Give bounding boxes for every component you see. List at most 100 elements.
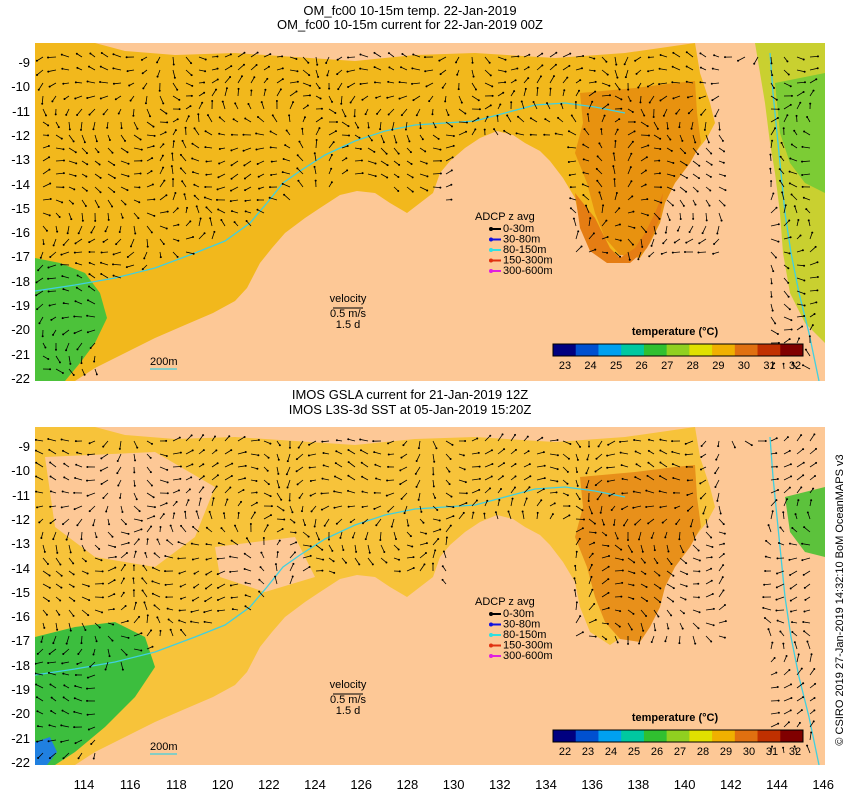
current-vector-head — [165, 112, 168, 115]
current-vector-head — [647, 461, 650, 464]
current-vector-head — [788, 170, 791, 173]
current-vector-head — [771, 510, 774, 513]
current-vector-head — [116, 472, 119, 475]
current-vector — [348, 449, 356, 455]
current-vector-head — [192, 525, 195, 528]
current-vector-head — [478, 477, 481, 480]
current-vector — [76, 464, 83, 468]
current-vector — [354, 172, 363, 175]
current-vector-head — [765, 539, 768, 542]
current-vector-head — [229, 570, 232, 573]
current-vector — [770, 746, 773, 754]
current-vector-head — [785, 655, 788, 658]
current-vector-head — [283, 518, 286, 521]
current-vector — [78, 752, 83, 759]
current-vector-head — [84, 560, 87, 563]
current-vector — [713, 251, 720, 255]
current-vector-head — [269, 53, 272, 56]
adcp-item-label: 80-150m — [503, 629, 546, 641]
current-vector — [484, 476, 492, 481]
colorbar-tick-label: 25 — [610, 360, 622, 372]
current-vector-head — [449, 524, 452, 527]
current-vector — [484, 463, 493, 468]
current-vector — [315, 117, 322, 123]
current-vector — [627, 130, 635, 136]
current-vector — [802, 173, 811, 176]
current-vector — [432, 147, 441, 150]
current-vector-head — [433, 460, 436, 463]
current-vector-head — [47, 599, 50, 602]
current-vector-head — [318, 538, 321, 541]
current-vector — [692, 147, 699, 155]
current-vector — [62, 450, 70, 455]
current-vector-head — [48, 574, 51, 577]
current-vector-head — [201, 101, 204, 104]
current-vector — [458, 121, 468, 123]
current-vector-head — [176, 88, 179, 91]
current-vector-head — [203, 91, 206, 94]
current-vector — [443, 551, 447, 559]
current-vector — [67, 225, 70, 234]
current-vector — [365, 531, 369, 540]
current-vector — [713, 238, 720, 245]
current-vector — [231, 160, 239, 166]
current-vector-head — [172, 178, 175, 181]
current-vector-head — [74, 742, 77, 745]
current-vector — [42, 108, 47, 116]
current-vector-head — [615, 63, 618, 66]
current-vector-head — [659, 438, 662, 441]
current-vector — [653, 134, 661, 140]
current-vector — [191, 621, 200, 624]
current-vector-head — [205, 573, 208, 576]
current-vector — [418, 440, 421, 449]
current-vector — [113, 251, 122, 255]
current-vector-head — [62, 159, 65, 162]
current-vector-head — [149, 471, 152, 474]
current-vector — [653, 570, 660, 576]
current-vector — [142, 590, 148, 598]
current-vector-head — [374, 463, 377, 466]
current-vector — [36, 69, 44, 76]
current-vector-head — [776, 332, 779, 335]
current-vector — [113, 82, 122, 85]
current-vector — [256, 133, 265, 136]
current-vector-head — [95, 640, 98, 643]
current-vector-head — [514, 475, 517, 478]
current-vector-head — [213, 230, 216, 233]
current-vector — [627, 622, 633, 630]
current-vector-head — [806, 511, 809, 514]
current-vector-head — [546, 102, 549, 105]
current-vector-head — [321, 569, 324, 572]
current-vector — [77, 342, 83, 350]
current-vector — [146, 505, 155, 508]
current-vector — [783, 236, 791, 240]
current-vector — [62, 275, 70, 279]
current-vector-head — [411, 82, 414, 85]
current-vector-head — [620, 464, 623, 467]
current-vector-head — [184, 126, 187, 129]
current-vector-head — [438, 59, 441, 62]
current-vector-head — [648, 101, 651, 104]
current-vector-head — [450, 495, 453, 498]
current-vector — [81, 212, 84, 221]
current-vector-head — [580, 245, 583, 248]
current-vector — [796, 277, 805, 281]
current-vector-head — [810, 653, 813, 656]
current-vector-head — [178, 619, 181, 622]
current-vector — [172, 489, 180, 494]
current-vector — [211, 474, 219, 481]
current-vector — [350, 95, 356, 103]
current-vector — [40, 251, 44, 258]
current-vector-head — [386, 96, 389, 99]
current-vector-head — [244, 464, 247, 467]
current-vector-head — [118, 447, 121, 450]
current-vector-head — [373, 451, 376, 454]
current-vector-head — [685, 65, 688, 68]
current-vector-head — [658, 172, 661, 175]
current-vector-head — [591, 100, 594, 103]
current-vector — [159, 95, 164, 104]
current-vector-head — [243, 567, 246, 570]
current-vector-head — [803, 264, 806, 267]
current-vector — [796, 682, 804, 689]
current-vector-head — [308, 74, 311, 77]
